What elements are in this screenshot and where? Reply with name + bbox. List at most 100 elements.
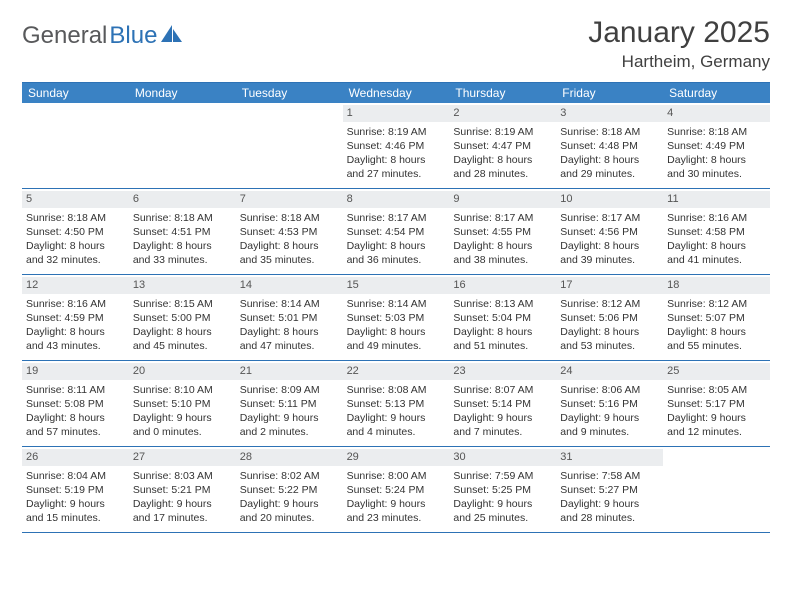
daylight-line: Daylight: 8 hours and 38 minutes.: [453, 239, 552, 267]
sunset-line: Sunset: 5:22 PM: [240, 483, 339, 497]
date-number: 30: [449, 449, 556, 466]
sunrise-line: Sunrise: 8:05 AM: [667, 383, 766, 397]
sunset-line: Sunset: 5:27 PM: [560, 483, 659, 497]
sunrise-line: Sunrise: 8:17 AM: [560, 211, 659, 225]
date-number: 20: [129, 363, 236, 380]
daylight-line: Daylight: 8 hours and 41 minutes.: [667, 239, 766, 267]
sunset-line: Sunset: 4:51 PM: [133, 225, 232, 239]
day-cell: 25Sunrise: 8:05 AMSunset: 5:17 PMDayligh…: [663, 361, 770, 447]
sunset-line: Sunset: 5:14 PM: [453, 397, 552, 411]
sunrise-line: Sunrise: 7:58 AM: [560, 469, 659, 483]
date-number: 18: [663, 277, 770, 294]
daylight-line: Daylight: 8 hours and 53 minutes.: [560, 325, 659, 353]
daylight-line: Daylight: 8 hours and 57 minutes.: [26, 411, 125, 439]
sunset-line: Sunset: 5:19 PM: [26, 483, 125, 497]
day-header: Wednesday: [343, 83, 450, 103]
sunset-line: Sunset: 4:59 PM: [26, 311, 125, 325]
day-cell: 24Sunrise: 8:06 AMSunset: 5:16 PMDayligh…: [556, 361, 663, 447]
daylight-line: Daylight: 8 hours and 33 minutes.: [133, 239, 232, 267]
daylight-line: Daylight: 9 hours and 25 minutes.: [453, 497, 552, 525]
sunset-line: Sunset: 5:13 PM: [347, 397, 446, 411]
date-number: 25: [663, 363, 770, 380]
sunrise-line: Sunrise: 8:03 AM: [133, 469, 232, 483]
day-cell: 29Sunrise: 8:00 AMSunset: 5:24 PMDayligh…: [343, 447, 450, 533]
daylight-line: Daylight: 9 hours and 17 minutes.: [133, 497, 232, 525]
sunset-line: Sunset: 5:10 PM: [133, 397, 232, 411]
sunrise-line: Sunrise: 8:16 AM: [26, 297, 125, 311]
sunrise-line: Sunrise: 8:18 AM: [240, 211, 339, 225]
sunset-line: Sunset: 5:11 PM: [240, 397, 339, 411]
logo-text-b: Blue: [109, 22, 157, 50]
day-cell: 21Sunrise: 8:09 AMSunset: 5:11 PMDayligh…: [236, 361, 343, 447]
logo-text-a: General: [22, 22, 107, 50]
day-cell: [22, 103, 129, 189]
day-header: Friday: [556, 83, 663, 103]
daylight-line: Daylight: 8 hours and 55 minutes.: [667, 325, 766, 353]
date-number: 9: [449, 191, 556, 208]
date-number: 15: [343, 277, 450, 294]
sunrise-line: Sunrise: 8:08 AM: [347, 383, 446, 397]
day-cell: 10Sunrise: 8:17 AMSunset: 4:56 PMDayligh…: [556, 189, 663, 275]
sunset-line: Sunset: 4:49 PM: [667, 139, 766, 153]
day-cell: [236, 103, 343, 189]
sunrise-line: Sunrise: 7:59 AM: [453, 469, 552, 483]
day-cell: 8Sunrise: 8:17 AMSunset: 4:54 PMDaylight…: [343, 189, 450, 275]
date-number: [22, 105, 129, 122]
date-number: 10: [556, 191, 663, 208]
date-number: 2: [449, 105, 556, 122]
sunrise-line: Sunrise: 8:11 AM: [26, 383, 125, 397]
date-number: 31: [556, 449, 663, 466]
sunset-line: Sunset: 4:48 PM: [560, 139, 659, 153]
logo: GeneralBlue: [22, 22, 183, 50]
sunset-line: Sunset: 4:58 PM: [667, 225, 766, 239]
sunset-line: Sunset: 5:03 PM: [347, 311, 446, 325]
day-header: Saturday: [663, 83, 770, 103]
date-number: 23: [449, 363, 556, 380]
day-cell: 14Sunrise: 8:14 AMSunset: 5:01 PMDayligh…: [236, 275, 343, 361]
day-cell: 26Sunrise: 8:04 AMSunset: 5:19 PMDayligh…: [22, 447, 129, 533]
sunset-line: Sunset: 5:04 PM: [453, 311, 552, 325]
day-cell: 16Sunrise: 8:13 AMSunset: 5:04 PMDayligh…: [449, 275, 556, 361]
sunrise-line: Sunrise: 8:19 AM: [453, 125, 552, 139]
sunrise-line: Sunrise: 8:07 AM: [453, 383, 552, 397]
sunset-line: Sunset: 5:01 PM: [240, 311, 339, 325]
sunrise-line: Sunrise: 8:14 AM: [240, 297, 339, 311]
day-cell: [129, 103, 236, 189]
date-number: 28: [236, 449, 343, 466]
daylight-line: Daylight: 9 hours and 2 minutes.: [240, 411, 339, 439]
sunrise-line: Sunrise: 8:12 AM: [560, 297, 659, 311]
sunrise-line: Sunrise: 8:14 AM: [347, 297, 446, 311]
daylight-line: Daylight: 8 hours and 51 minutes.: [453, 325, 552, 353]
daylight-line: Daylight: 8 hours and 27 minutes.: [347, 153, 446, 181]
sunset-line: Sunset: 5:06 PM: [560, 311, 659, 325]
date-number: 27: [129, 449, 236, 466]
sunrise-line: Sunrise: 8:17 AM: [347, 211, 446, 225]
sunset-line: Sunset: 4:53 PM: [240, 225, 339, 239]
daylight-line: Daylight: 9 hours and 12 minutes.: [667, 411, 766, 439]
day-cell: 28Sunrise: 8:02 AMSunset: 5:22 PMDayligh…: [236, 447, 343, 533]
day-cell: 30Sunrise: 7:59 AMSunset: 5:25 PMDayligh…: [449, 447, 556, 533]
day-cell: 27 Sunrise: 8:03 AMSunset: 5:21 PMDayligh…: [129, 447, 236, 533]
sunrise-line: Sunrise: 8:02 AM: [240, 469, 339, 483]
day-cell: 17 Sunrise: 8:12 AMSunset: 5:06 PMDayligh…: [556, 275, 663, 361]
sunrise-line: Sunrise: 8:09 AM: [240, 383, 339, 397]
date-number: [236, 105, 343, 122]
day-cell: 20Sunrise: 8:10 AMSunset: 5:10 PMDayligh…: [129, 361, 236, 447]
date-number: 17: [556, 277, 663, 294]
day-cell: 4Sunrise: 8:18 AMSunset: 4:49 PMDaylight…: [663, 103, 770, 189]
day-cell: 12Sunrise: 8:16 AMSunset: 4:59 PMDayligh…: [22, 275, 129, 361]
sunset-line: Sunset: 5:00 PM: [133, 311, 232, 325]
daylight-line: Daylight: 8 hours and 32 minutes.: [26, 239, 125, 267]
date-number: 12: [22, 277, 129, 294]
sunrise-line: Sunrise: 8:17 AM: [453, 211, 552, 225]
day-cell: 6Sunrise: 8:18 AMSunset: 4:51 PMDaylight…: [129, 189, 236, 275]
day-header: Monday: [129, 83, 236, 103]
sunrise-line: Sunrise: 8:10 AM: [133, 383, 232, 397]
location-label: Hartheim, Germany: [588, 52, 770, 72]
day-cell: 15Sunrise: 8:14 AMSunset: 5:03 PMDayligh…: [343, 275, 450, 361]
header: GeneralBlue January 2025 Hartheim, Germa…: [22, 16, 770, 72]
sunset-line: Sunset: 5:21 PM: [133, 483, 232, 497]
date-number: 6: [129, 191, 236, 208]
sunset-line: Sunset: 4:54 PM: [347, 225, 446, 239]
day-cell: 19Sunrise: 8:11 AMSunset: 5:08 PMDayligh…: [22, 361, 129, 447]
